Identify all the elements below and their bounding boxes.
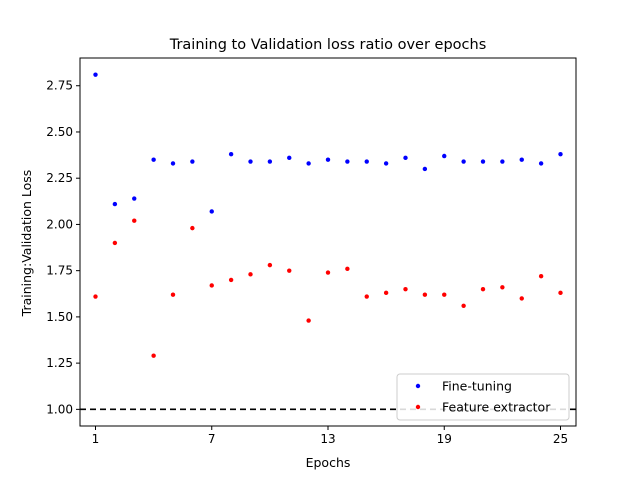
fine-tuning-point bbox=[558, 151, 563, 157]
feature-extractor-point bbox=[538, 274, 544, 279]
fine-tuning-point bbox=[151, 157, 156, 162]
legend-label-fine-tuning: Fine-tuning bbox=[442, 379, 512, 394]
fine-tuning-point bbox=[325, 157, 331, 162]
y-tick-label: 1.25 bbox=[46, 356, 73, 370]
feature-extractor-point bbox=[132, 218, 137, 223]
fine-tuning-point bbox=[170, 161, 176, 166]
fine-tuning-point bbox=[364, 159, 369, 164]
fine-tuning-point bbox=[209, 209, 214, 214]
fine-tuning-point bbox=[112, 201, 118, 207]
legend-marker-feature-extractor bbox=[415, 404, 421, 410]
y-tick-label: 2.25 bbox=[46, 171, 73, 185]
x-tick-label: 25 bbox=[553, 432, 568, 446]
x-tick-label: 13 bbox=[320, 432, 335, 446]
feature-extractor-point bbox=[325, 270, 331, 275]
x-tick-label: 1 bbox=[92, 432, 100, 446]
legend-label-feature-extractor: Feature extractor bbox=[442, 400, 551, 415]
plot-frame bbox=[79, 57, 577, 427]
legend: Fine-tuning Feature extractor bbox=[396, 373, 570, 421]
feature-extractor-point bbox=[364, 294, 369, 299]
feature-extractor-point bbox=[248, 272, 253, 277]
x-tick-label: 19 bbox=[437, 432, 452, 446]
feature-extractor-point bbox=[345, 266, 350, 272]
y-tick-label: 1.75 bbox=[46, 264, 73, 278]
y-tick-label: 1.50 bbox=[46, 310, 73, 324]
chart-title: Training to Validation loss ratio over e… bbox=[169, 37, 487, 53]
fine-tuning-point bbox=[500, 159, 505, 164]
feature-extractor-point bbox=[287, 268, 292, 273]
fine-tuning-point bbox=[422, 166, 428, 172]
y-tick-label: 2.00 bbox=[46, 217, 73, 231]
fine-tuning-point bbox=[267, 159, 273, 164]
data-points-layer bbox=[93, 72, 563, 358]
y-tick-label: 1.00 bbox=[46, 402, 73, 416]
fine-tuning-point bbox=[345, 159, 350, 164]
feature-extractor-point bbox=[112, 240, 118, 246]
fine-tuning-point bbox=[306, 161, 311, 166]
feature-extractor-point bbox=[151, 353, 156, 358]
fine-tuning-point bbox=[287, 155, 292, 161]
fine-tuning-point bbox=[132, 196, 137, 201]
fine-tuning-point bbox=[383, 161, 389, 166]
fine-tuning-point bbox=[403, 155, 408, 161]
x-axis-label: Epochs bbox=[306, 455, 351, 470]
feature-extractor-point bbox=[306, 318, 311, 323]
feature-extractor-point bbox=[190, 225, 195, 231]
feature-extractor-point bbox=[403, 286, 408, 292]
feature-extractor-point bbox=[170, 292, 176, 297]
y-tick-label: 2.75 bbox=[46, 79, 73, 93]
feature-extractor-point bbox=[442, 292, 447, 297]
feature-extractor-point bbox=[519, 296, 524, 301]
feature-extractor-point bbox=[461, 303, 466, 308]
fine-tuning-point bbox=[248, 159, 253, 164]
fine-tuning-point bbox=[538, 161, 544, 166]
fine-tuning-point bbox=[93, 72, 98, 77]
feature-extractor-point bbox=[383, 290, 389, 296]
feature-extractor-point bbox=[93, 294, 98, 299]
feature-extractor-point bbox=[209, 283, 214, 288]
feature-extractor-point bbox=[422, 292, 428, 297]
fine-tuning-point bbox=[519, 157, 524, 162]
legend-marker-fine-tuning bbox=[415, 383, 421, 389]
axes-layer: 1 7 13 19 25 1.00 1.25 1.50 1.75 2.00 2.25 2.50 2.75 bbox=[46, 57, 577, 446]
feature-extractor-point bbox=[267, 262, 273, 268]
feature-extractor-point bbox=[228, 277, 234, 283]
y-tick-label: 2.50 bbox=[46, 125, 73, 139]
x-tick-label: 7 bbox=[208, 432, 216, 446]
feature-extractor-point bbox=[558, 290, 563, 296]
feature-extractor-point bbox=[480, 286, 486, 292]
feature-extractor-point bbox=[500, 285, 505, 290]
y-axis-label: Training:Validation Loss bbox=[19, 170, 34, 318]
fine-tuning-point bbox=[442, 153, 447, 159]
fine-tuning-point bbox=[190, 159, 195, 164]
legend-box bbox=[396, 373, 570, 421]
fine-tuning-point bbox=[480, 159, 486, 164]
fine-tuning-point bbox=[228, 151, 234, 157]
fine-tuning-point bbox=[461, 159, 466, 164]
